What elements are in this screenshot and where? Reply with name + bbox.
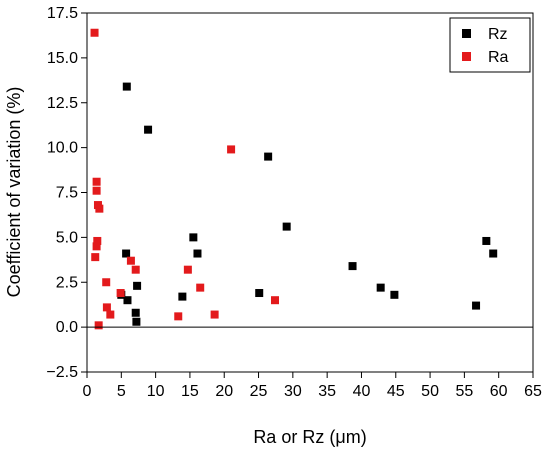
- data-point-ra: [131, 265, 140, 274]
- data-point-rz: [489, 249, 498, 258]
- x-tick-label: 50: [421, 383, 439, 400]
- data-point-ra: [95, 204, 104, 213]
- data-point-ra: [196, 283, 205, 292]
- data-marks: [90, 28, 498, 330]
- y-tick-label: −2.5: [46, 364, 78, 381]
- data-point-rz: [348, 262, 357, 271]
- legend-marker-ra: [462, 52, 471, 61]
- data-point-ra: [183, 265, 192, 274]
- x-tick-label: 10: [147, 383, 165, 400]
- data-point-rz: [133, 281, 142, 290]
- y-tick-label: 10.0: [47, 140, 78, 157]
- y-axis-title: Coefficient of variation (%): [4, 87, 24, 298]
- data-point-ra: [227, 145, 236, 154]
- data-point-rz: [472, 301, 481, 310]
- x-tick-label: 5: [117, 383, 126, 400]
- data-point-rz: [376, 283, 385, 292]
- y-tick-label: 17.5: [47, 5, 78, 22]
- data-point-ra: [210, 310, 219, 319]
- x-tick-label: 45: [387, 383, 405, 400]
- x-tick-label: 15: [181, 383, 199, 400]
- data-point-ra: [90, 28, 99, 37]
- y-tick-label: 15.0: [47, 50, 78, 67]
- x-tick-label: 40: [353, 383, 371, 400]
- data-point-ra: [126, 256, 135, 265]
- y-axis-ticks: −2.5 0.0 2.5 5.0 7.5 10.0 12.5 15.0 17.5: [46, 5, 87, 381]
- x-tick-label: 60: [490, 383, 508, 400]
- x-tick-label: 35: [318, 383, 336, 400]
- data-point-rz: [482, 236, 491, 245]
- legend-marker-rz: [462, 29, 471, 38]
- y-tick-label: 0.0: [56, 319, 78, 336]
- x-tick-label: 65: [524, 383, 542, 400]
- data-point-ra: [94, 321, 103, 330]
- data-point-rz: [132, 317, 141, 326]
- y-tick-label: 12.5: [47, 95, 78, 112]
- data-point-ra: [102, 303, 111, 312]
- data-point-rz: [144, 125, 153, 134]
- legend-label-ra: Ra: [488, 49, 509, 66]
- data-point-rz: [189, 233, 198, 242]
- data-point-ra: [174, 312, 183, 321]
- x-axis-title: Ra or Rz (μm): [253, 427, 366, 447]
- legend-label-rz: Rz: [488, 26, 508, 43]
- data-point-ra: [92, 242, 101, 251]
- y-tick-label: 7.5: [56, 185, 78, 202]
- data-point-ra: [271, 296, 280, 305]
- legend-box: [449, 17, 531, 73]
- data-point-ra: [116, 289, 125, 298]
- y-tick-label: 2.5: [56, 274, 78, 291]
- x-tick-label: 20: [215, 383, 233, 400]
- data-point-rz: [123, 296, 132, 305]
- data-point-rz: [122, 82, 131, 91]
- data-point-rz: [178, 292, 187, 301]
- data-point-rz: [255, 289, 264, 298]
- data-point-ra: [102, 278, 111, 287]
- x-tick-label: 0: [83, 383, 92, 400]
- y-tick-label: 5.0: [56, 229, 78, 246]
- data-point-rz: [193, 249, 202, 258]
- x-tick-label: 55: [455, 383, 473, 400]
- data-point-rz: [131, 308, 140, 317]
- x-tick-label: 30: [284, 383, 302, 400]
- data-point-ra: [92, 177, 101, 186]
- data-point-rz: [122, 249, 131, 258]
- data-point-rz: [264, 152, 273, 161]
- data-point-rz: [390, 290, 399, 299]
- legend: Rz Ra: [449, 17, 531, 73]
- data-point-ra: [91, 253, 100, 262]
- x-tick-label: 25: [250, 383, 268, 400]
- data-point-rz: [282, 222, 291, 231]
- data-point-ra: [93, 236, 102, 245]
- data-point-ra: [106, 310, 115, 319]
- data-point-ra: [92, 186, 101, 195]
- x-axis-ticks: 0 5 10 15 20 25 30 35 40 45 50 55 60 65: [83, 372, 542, 400]
